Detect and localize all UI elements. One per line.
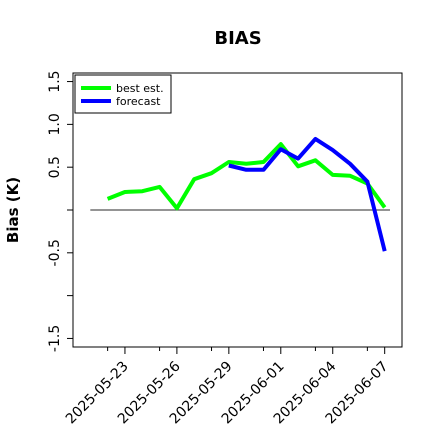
series-line-forecast: [228, 136, 387, 252]
y-tick-label: -0.5: [47, 239, 63, 266]
legend-label-forecast: forecast: [116, 95, 161, 108]
y-tick-label: 0.5: [47, 156, 63, 178]
legend-label-best-est: best est.: [116, 82, 164, 95]
y-tick-label: 1.5: [47, 70, 63, 92]
y-tick-label: -1.5: [47, 325, 63, 352]
y-axis-label: Bias (K): [4, 177, 22, 243]
series-layer: [106, 136, 387, 252]
y-tick-label: 1.0: [47, 113, 63, 135]
y-axis-ticks: -1.5 -0.5 0.5 1.0 1.5: [47, 70, 73, 352]
legend: best est. forecast: [74, 74, 172, 114]
legend-box: [74, 74, 172, 114]
chart-title: BIAS: [214, 28, 261, 49]
